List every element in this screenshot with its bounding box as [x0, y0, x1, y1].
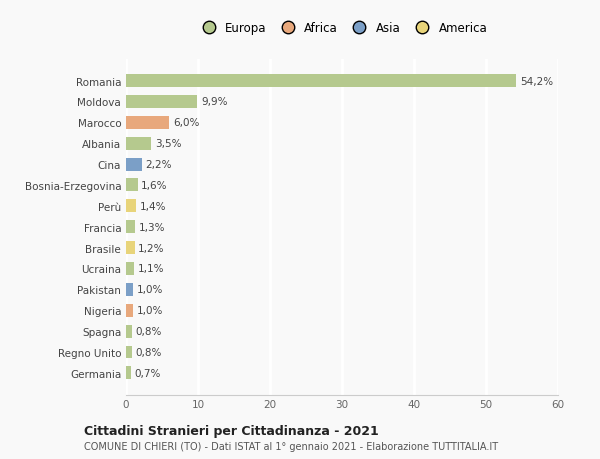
Bar [126, 304, 133, 317]
Bar [126, 75, 516, 88]
Text: 2,2%: 2,2% [145, 160, 172, 170]
Bar [126, 158, 142, 171]
Bar [126, 117, 169, 129]
Bar [126, 200, 136, 213]
Bar [126, 263, 134, 275]
Legend: Europa, Africa, Asia, America: Europa, Africa, Asia, America [193, 19, 491, 39]
Text: 54,2%: 54,2% [520, 76, 553, 86]
Bar [126, 325, 132, 338]
Text: 6,0%: 6,0% [173, 118, 199, 128]
Text: 1,6%: 1,6% [141, 180, 167, 190]
Bar [126, 283, 133, 296]
Bar [126, 241, 134, 254]
Text: 0,8%: 0,8% [136, 347, 162, 357]
Text: 0,7%: 0,7% [134, 368, 161, 378]
Bar [126, 179, 137, 192]
Bar [126, 96, 197, 109]
Bar [126, 346, 132, 358]
Text: Cittadini Stranieri per Cittadinanza - 2021: Cittadini Stranieri per Cittadinanza - 2… [84, 424, 379, 437]
Text: 3,5%: 3,5% [155, 139, 181, 149]
Text: 1,1%: 1,1% [137, 264, 164, 274]
Text: COMUNE DI CHIERI (TO) - Dati ISTAT al 1° gennaio 2021 - Elaborazione TUTTITALIA.: COMUNE DI CHIERI (TO) - Dati ISTAT al 1°… [84, 441, 498, 451]
Bar [126, 137, 151, 151]
Text: 1,2%: 1,2% [138, 243, 165, 253]
Text: 0,8%: 0,8% [136, 326, 162, 336]
Text: 1,4%: 1,4% [140, 202, 166, 211]
Bar [126, 367, 131, 380]
Text: 1,3%: 1,3% [139, 222, 166, 232]
Text: 9,9%: 9,9% [201, 97, 227, 107]
Text: 1,0%: 1,0% [137, 306, 163, 315]
Text: 1,0%: 1,0% [137, 285, 163, 295]
Bar [126, 221, 136, 234]
